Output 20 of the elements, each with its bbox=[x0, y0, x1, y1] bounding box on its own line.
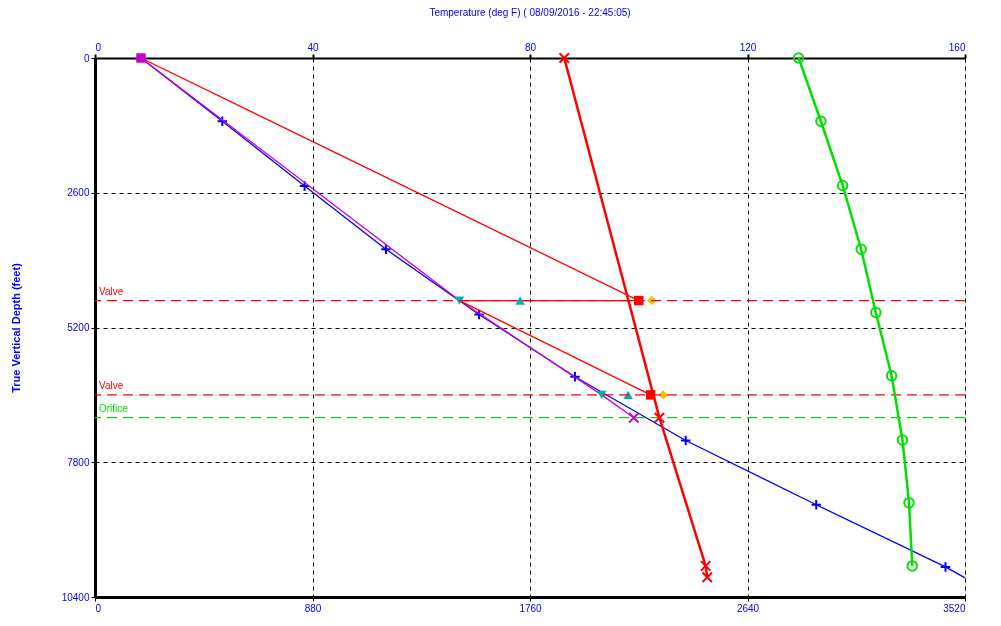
x-tick-label: 2640 bbox=[736, 602, 760, 614]
x2-tick-label: 40 bbox=[307, 41, 319, 53]
x2-tick-label: 0 bbox=[95, 41, 102, 53]
ref-line-label: Valve bbox=[99, 379, 124, 391]
y-tick-label: 0 bbox=[83, 52, 90, 64]
ref-line-label: Orifice bbox=[99, 402, 129, 414]
y-tick-label: 10400 bbox=[61, 591, 90, 603]
y-tick-label: 5200 bbox=[67, 322, 90, 333]
x2-tick-label: 80 bbox=[524, 41, 537, 53]
x-tick-label: 1760 bbox=[519, 602, 543, 614]
x-tick-label: 0 bbox=[95, 602, 102, 614]
y-axis-title: True Vertical Depth (feet) bbox=[9, 262, 22, 393]
x2-tick-label: 160 bbox=[948, 41, 966, 53]
x2-tick-label: 120 bbox=[739, 41, 757, 53]
ref-line-label: Valve bbox=[99, 285, 124, 297]
x-tick-label: 880 bbox=[304, 602, 322, 614]
chart-title: Temperature (deg F) ( 08/09/2016 - 22:45:05) bbox=[429, 7, 631, 18]
y-tick-label: 2600 bbox=[67, 187, 90, 199]
y-tick-label: 7800 bbox=[67, 456, 90, 468]
x-tick-label: 3520 bbox=[943, 602, 966, 614]
